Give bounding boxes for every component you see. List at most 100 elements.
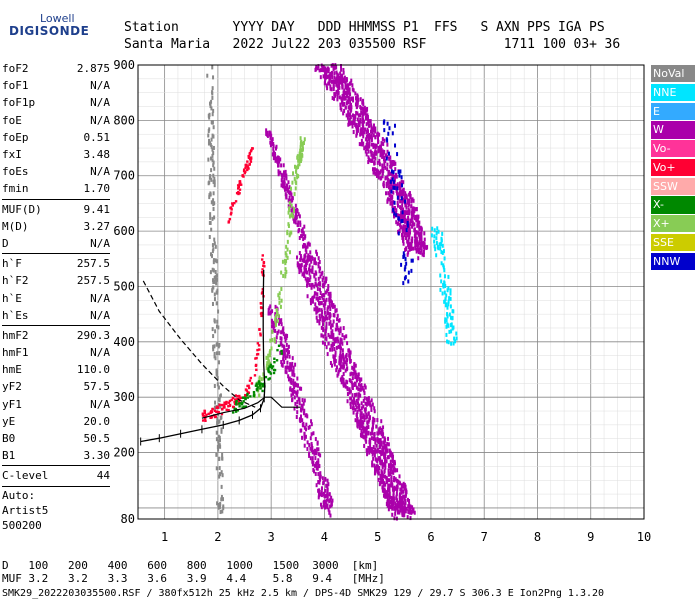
- data-point: [333, 304, 336, 309]
- data-point: [401, 203, 404, 208]
- data-point: [396, 152, 399, 157]
- data-point: [391, 162, 394, 167]
- data-point: [356, 117, 359, 122]
- data-point: [385, 480, 388, 485]
- data-point: [369, 149, 372, 154]
- data-point: [302, 401, 305, 406]
- param-value: 57.5: [83, 380, 111, 394]
- data-point: [371, 463, 374, 468]
- data-point: [213, 275, 216, 280]
- data-point: [253, 374, 257, 377]
- data-point: [325, 276, 328, 281]
- data-point: [210, 168, 213, 173]
- data-point: [342, 356, 345, 361]
- data-point: [449, 304, 452, 309]
- data-point: [250, 148, 253, 152]
- data-point: [213, 183, 216, 188]
- data-point: [439, 287, 442, 292]
- data-point: [345, 78, 348, 83]
- data-point: [211, 90, 214, 95]
- data-point: [271, 338, 274, 343]
- model-dashed-curve: [142, 280, 256, 408]
- data-point: [356, 410, 359, 415]
- data-point: [211, 288, 214, 293]
- data-point: [211, 153, 214, 158]
- data-point: [268, 353, 271, 358]
- data-point: [356, 111, 359, 116]
- data-point: [318, 269, 321, 274]
- data-point: [305, 263, 308, 268]
- data-point: [411, 236, 414, 241]
- data-point: [402, 224, 405, 229]
- data-point: [326, 487, 329, 492]
- data-point: [292, 171, 295, 176]
- data-point: [290, 393, 293, 398]
- data-point: [408, 246, 411, 251]
- data-point: [395, 210, 398, 215]
- data-point: [388, 156, 391, 161]
- data-point: [381, 488, 384, 493]
- data-point: [299, 142, 302, 147]
- data-point: [217, 505, 220, 510]
- data-point: [334, 353, 337, 358]
- data-point: [347, 112, 350, 117]
- data-point: [357, 382, 360, 387]
- data-point: [324, 332, 327, 337]
- data-point: [207, 133, 210, 138]
- data-point: [420, 237, 423, 242]
- data-point: [309, 250, 312, 255]
- data-point: [209, 416, 212, 419]
- data-point: [340, 380, 343, 385]
- data-point: [279, 157, 282, 162]
- data-point: [387, 507, 390, 512]
- data-point: [257, 380, 261, 383]
- data-point: [346, 83, 349, 88]
- data-point: [315, 65, 318, 70]
- data-point: [214, 275, 217, 280]
- data-point: [213, 237, 216, 242]
- data-point: [363, 396, 366, 401]
- data-point: [332, 336, 335, 341]
- header-label-2: DAY: [271, 20, 295, 35]
- data-point: [346, 115, 349, 120]
- data-point: [433, 228, 436, 233]
- param-value: N/A: [90, 96, 110, 110]
- data-point: [213, 344, 216, 349]
- data-point: [288, 354, 291, 359]
- data-point: [212, 207, 215, 212]
- data-point: [408, 201, 411, 206]
- data-point: [359, 416, 362, 421]
- data-point: [409, 194, 412, 199]
- data-point: [411, 239, 414, 244]
- data-point: [366, 414, 369, 419]
- data-point: [374, 145, 377, 150]
- data-point: [287, 222, 290, 227]
- data-point: [231, 204, 235, 207]
- data-point: [411, 207, 414, 212]
- data-point: [377, 139, 380, 144]
- data-point: [376, 464, 379, 469]
- data-point: [210, 177, 213, 182]
- data-point: [371, 452, 374, 457]
- data-point: [403, 496, 406, 501]
- data-point: [353, 400, 356, 405]
- data-point: [359, 419, 362, 424]
- data-point: [219, 404, 222, 409]
- header-label-6: FFS: [434, 20, 458, 35]
- data-point: [279, 304, 282, 309]
- data-point: [339, 377, 342, 382]
- data-point: [327, 69, 330, 74]
- data-point: [386, 178, 389, 183]
- data-point: [372, 144, 375, 149]
- data-point: [331, 347, 334, 352]
- data-point: [244, 405, 248, 408]
- data-point: [359, 105, 362, 110]
- data-point: [383, 488, 386, 493]
- data-point: [400, 485, 403, 490]
- data-point: [301, 152, 304, 157]
- data-point: [370, 142, 373, 147]
- data-point: [358, 120, 361, 125]
- data-point: [372, 456, 375, 461]
- data-point: [411, 220, 414, 225]
- data-point: [376, 137, 379, 142]
